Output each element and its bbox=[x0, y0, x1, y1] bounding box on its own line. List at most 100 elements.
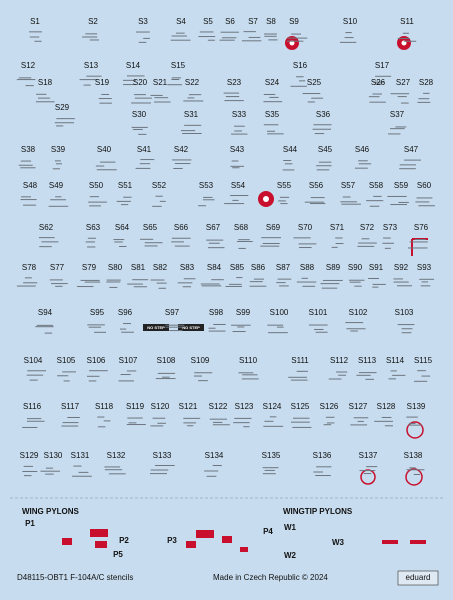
stencil-mark bbox=[390, 204, 407, 206]
stencil-mark bbox=[193, 375, 202, 377]
stencil-label: S122 bbox=[209, 402, 228, 411]
stencil-mark bbox=[29, 379, 38, 381]
stencil-label: S113 bbox=[358, 356, 377, 365]
stencil-mark bbox=[403, 40, 417, 42]
stencil-mark bbox=[132, 128, 143, 130]
stencil-mark bbox=[409, 422, 416, 424]
stencil-mark bbox=[126, 370, 137, 372]
stencil-label: S133 bbox=[153, 451, 172, 460]
no-step-panel bbox=[178, 324, 204, 331]
stencil-mark bbox=[278, 200, 286, 202]
stencil-mark bbox=[188, 94, 202, 96]
stencil-mark bbox=[154, 97, 169, 99]
stencil-label: S127 bbox=[349, 402, 368, 411]
stencil-label: S83 bbox=[180, 263, 195, 272]
stencil-mark bbox=[176, 32, 185, 34]
stencil-mark bbox=[198, 380, 208, 382]
stencil-label: S22 bbox=[185, 78, 200, 87]
stencil-mark bbox=[234, 125, 245, 127]
stencil-mark bbox=[264, 469, 275, 471]
stencil-mark bbox=[269, 96, 279, 98]
stencil-mark bbox=[184, 124, 202, 126]
stencil-mark bbox=[94, 331, 107, 333]
stencil-mark bbox=[264, 420, 274, 422]
stencil-label: S41 bbox=[137, 145, 152, 154]
stencil-mark bbox=[224, 100, 244, 102]
stencil-mark bbox=[22, 426, 38, 428]
pylon-label: W2 bbox=[284, 551, 297, 560]
pylon-label: W3 bbox=[332, 538, 345, 547]
stencil-mark bbox=[238, 372, 254, 374]
stencil-label: S19 bbox=[95, 78, 110, 87]
stencil-mark bbox=[276, 282, 286, 284]
stencil-mark bbox=[393, 278, 403, 280]
pylon-label: W1 bbox=[284, 523, 297, 532]
stencil-mark bbox=[419, 278, 435, 280]
stencil-mark bbox=[34, 40, 42, 42]
no-step-panel bbox=[143, 324, 169, 331]
stencil-label: S57 bbox=[341, 181, 356, 190]
stencil-mark bbox=[338, 374, 347, 376]
stencil-mark bbox=[417, 101, 431, 103]
stencil-mark bbox=[20, 160, 32, 162]
stencil-mark bbox=[238, 239, 250, 241]
stencil-mark bbox=[269, 416, 277, 418]
stencil-label: S3 bbox=[138, 17, 148, 26]
stencil-mark bbox=[277, 278, 292, 280]
stencil-mark bbox=[171, 77, 181, 79]
stencil-label: S56 bbox=[309, 181, 324, 190]
stencil-mark bbox=[133, 286, 147, 288]
stencil-mark bbox=[132, 279, 149, 281]
stencil-mark bbox=[262, 467, 279, 469]
stencil-mark bbox=[387, 195, 407, 197]
stencil-mark bbox=[236, 241, 253, 243]
stencil-mark bbox=[346, 328, 366, 330]
stencil-mark bbox=[345, 322, 364, 324]
stencil-mark bbox=[108, 473, 126, 475]
stencil-label: S71 bbox=[330, 223, 345, 232]
stencil-label: S55 bbox=[277, 181, 292, 190]
stencil-mark bbox=[358, 372, 377, 374]
stencil-mark bbox=[101, 93, 110, 95]
stencil-mark bbox=[401, 332, 412, 334]
stencil-mark bbox=[230, 165, 244, 167]
stencil-mark bbox=[308, 324, 328, 326]
red-stencil bbox=[240, 547, 248, 552]
stencil-mark bbox=[323, 424, 332, 426]
stencil-label: S20 bbox=[133, 78, 148, 87]
ring bbox=[405, 468, 423, 486]
stencil-mark bbox=[144, 242, 163, 244]
stencil-mark bbox=[16, 285, 36, 287]
stencil-mark bbox=[356, 374, 371, 376]
stencil-label: S42 bbox=[174, 145, 189, 154]
stencil-mark bbox=[96, 169, 117, 171]
red-stencil bbox=[90, 529, 108, 537]
brand-box bbox=[397, 570, 439, 586]
stencil-label: S36 bbox=[316, 110, 331, 119]
stencil-mark bbox=[135, 31, 150, 33]
stencil-mark bbox=[72, 475, 92, 477]
stencil-mark bbox=[384, 425, 393, 427]
stencil-mark bbox=[230, 195, 249, 197]
stencil-label: S78 bbox=[22, 263, 37, 272]
stencil-label: S35 bbox=[265, 110, 280, 119]
stencil-mark bbox=[374, 83, 383, 85]
stencil-mark bbox=[290, 85, 307, 87]
stencil-mark bbox=[253, 278, 264, 280]
stencil-label: S12 bbox=[21, 61, 36, 70]
stencil-label: S16 bbox=[293, 61, 308, 70]
stencil-mark bbox=[20, 199, 37, 201]
stencil-label: S5 bbox=[203, 17, 213, 26]
stencil-mark bbox=[127, 417, 143, 419]
stencil-mark bbox=[401, 328, 413, 330]
stencil-label: S10 bbox=[343, 17, 358, 26]
stencil-label: S11 bbox=[400, 17, 414, 26]
stencil-mark bbox=[220, 31, 239, 33]
stencil-mark bbox=[409, 241, 428, 243]
stencil-mark bbox=[397, 324, 415, 326]
stencil-label: S73 bbox=[383, 223, 398, 232]
stencil-mark bbox=[268, 39, 278, 41]
stencil-mark bbox=[282, 169, 295, 171]
stencil-mark bbox=[154, 101, 171, 103]
